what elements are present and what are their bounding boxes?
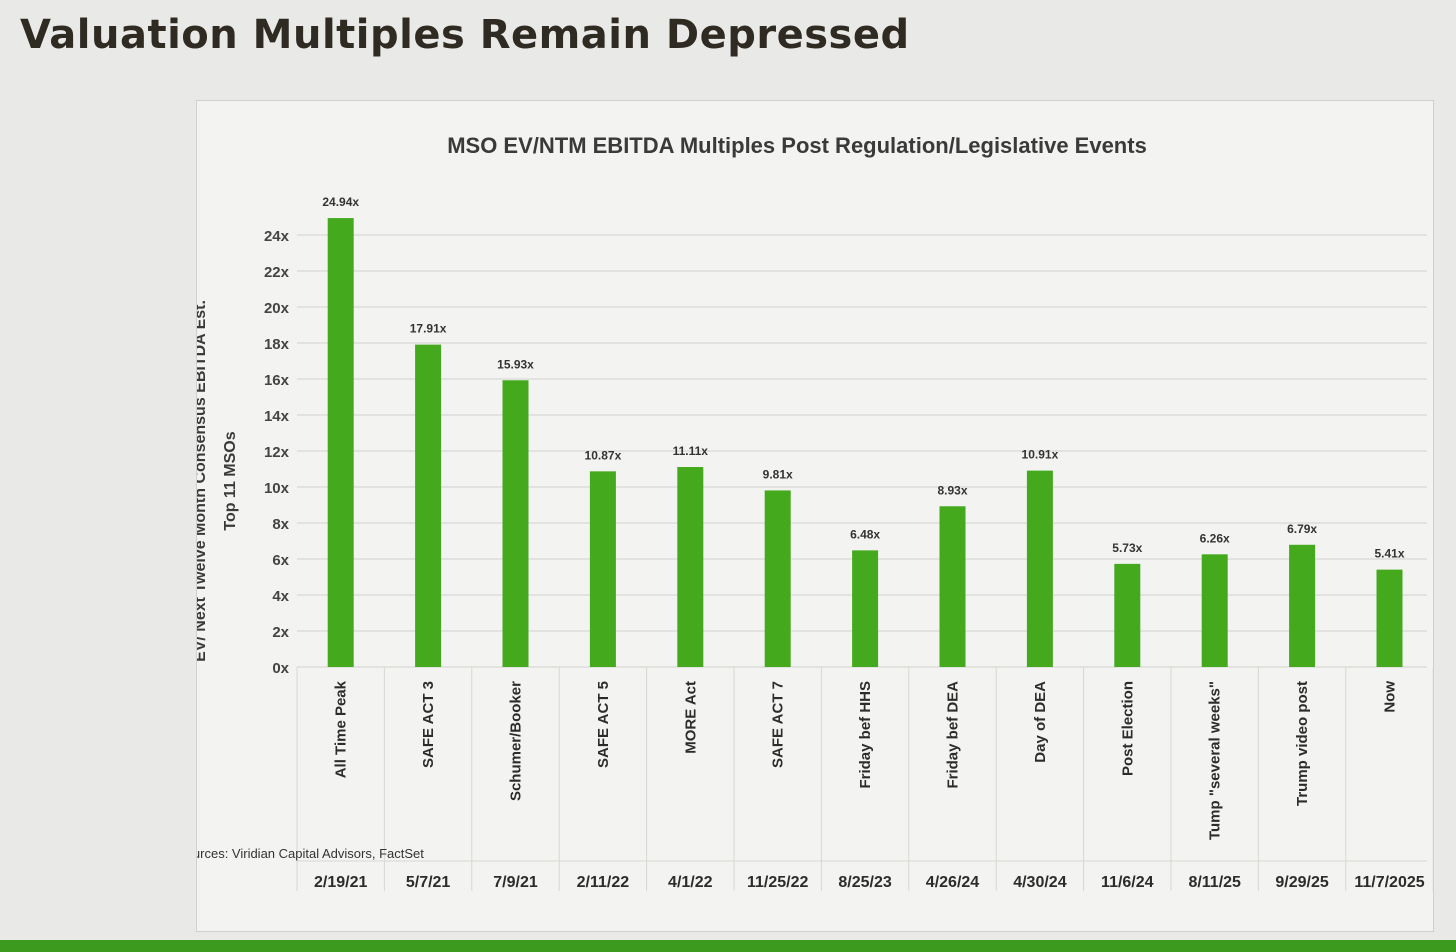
bar bbox=[415, 344, 442, 667]
date-label: 7/9/21 bbox=[493, 874, 538, 891]
data-label: 10.87x bbox=[585, 448, 622, 462]
category-table bbox=[296, 667, 1433, 891]
date-label: 4/26/24 bbox=[926, 874, 979, 891]
date-label: 9/29/25 bbox=[1275, 874, 1328, 891]
bar bbox=[939, 506, 966, 667]
category-label: Post Election bbox=[1119, 681, 1136, 776]
y-axis-label: EV/ Next Twelve Month Consensus EBITDA E… bbox=[197, 300, 239, 662]
y-tick-label: 2x bbox=[272, 624, 289, 641]
date-label: 4/1/22 bbox=[668, 874, 713, 891]
category-label: SAFE ACT 5 bbox=[595, 681, 612, 768]
category-label: Friday bef HHS bbox=[857, 681, 874, 789]
y-tick-label: 12x bbox=[264, 444, 290, 461]
bars bbox=[327, 218, 1403, 667]
y-tick-label: 20x bbox=[264, 300, 290, 317]
category-label: Schumer/Booker bbox=[508, 681, 525, 801]
slide-title: Valuation Multiples Remain Depressed bbox=[20, 12, 910, 58]
category-label: Friday bef DEA bbox=[945, 681, 962, 789]
bar bbox=[589, 471, 616, 667]
date-label: 11/7/2025 bbox=[1354, 874, 1424, 891]
bar bbox=[327, 218, 354, 667]
y-tick-label: 6x bbox=[272, 552, 289, 569]
y-axis-title: EV/ Next Twelve Month Consensus EBITDA E… bbox=[197, 300, 209, 662]
data-label: 9.81x bbox=[763, 467, 793, 481]
date-label: 8/11/25 bbox=[1188, 874, 1241, 891]
date-label: 2/19/21 bbox=[314, 874, 367, 891]
y-tick-label: 22x bbox=[264, 264, 290, 281]
data-label: 24.94x bbox=[322, 195, 359, 209]
bar bbox=[1114, 563, 1141, 667]
data-label: 5.41x bbox=[1374, 547, 1404, 561]
y-tick-label: 10x bbox=[264, 480, 290, 497]
bottom-accent-band bbox=[0, 940, 1456, 952]
data-label: 6.48x bbox=[850, 527, 880, 541]
bar bbox=[1201, 554, 1228, 667]
date-label: 2/11/22 bbox=[577, 874, 630, 891]
bar bbox=[1026, 470, 1053, 667]
date-labels: 2/19/21 5/7/21 7/9/21 2/11/22 4/1/22 11/25/22… bbox=[314, 874, 1425, 891]
data-label: 15.93x bbox=[497, 357, 534, 371]
chart-panel: MSO EV/NTM EBITDA Multiples Post Regulat… bbox=[196, 100, 1434, 932]
date-label: 5/7/21 bbox=[406, 874, 451, 891]
data-label: 5.73x bbox=[1112, 541, 1142, 555]
date-label: 11/6/24 bbox=[1101, 874, 1154, 891]
chart-title: MSO EV/NTM EBITDA Multiples Post Regulat… bbox=[447, 133, 1147, 158]
y-tick-label: 8x bbox=[272, 516, 289, 533]
category-label: SAFE ACT 3 bbox=[420, 681, 437, 768]
category-label: Now bbox=[1382, 681, 1399, 713]
category-label: Trump video post bbox=[1294, 681, 1311, 806]
bar bbox=[852, 550, 879, 667]
bar bbox=[677, 467, 704, 667]
y-tick-label: 16x bbox=[264, 372, 290, 389]
category-label: MORE Act bbox=[682, 681, 699, 754]
category-label: Tump "several weeks" bbox=[1207, 681, 1224, 840]
category-label: Day of DEA bbox=[1032, 681, 1049, 763]
data-label: 17.91x bbox=[410, 322, 447, 336]
bar-chart: MSO EV/NTM EBITDA Multiples Post Regulat… bbox=[197, 133, 1433, 891]
y-tick-label: 18x bbox=[264, 336, 290, 353]
date-label: 4/30/24 bbox=[1013, 874, 1066, 891]
y-tick-label: 24x bbox=[264, 228, 290, 245]
category-labels: All Time Peak SAFE ACT 3 Schumer/Booker SAF… bbox=[333, 680, 1399, 840]
data-label: 6.26x bbox=[1200, 531, 1230, 545]
data-label: 6.79x bbox=[1287, 522, 1317, 536]
data-label: 10.91x bbox=[1022, 448, 1059, 462]
y-tick-label: 4x bbox=[272, 588, 289, 605]
bar bbox=[1289, 544, 1316, 667]
bar bbox=[502, 380, 529, 667]
y-tick-label: 14x bbox=[264, 408, 290, 425]
gridlines bbox=[297, 234, 1427, 668]
source-note: Sources: Viridian Capital Advisors, Fact… bbox=[197, 846, 424, 861]
category-label: All Time Peak bbox=[333, 680, 350, 778]
y-axis-ticks: 0x 2x 4x 6x 8x 10x 12x 14x 16x 18x 20x 22x 24x bbox=[264, 228, 290, 677]
y-tick-label: 0x bbox=[272, 660, 289, 677]
data-label: 11.11x bbox=[673, 444, 709, 458]
y-axis-subtitle: Top 11 MSOs bbox=[222, 431, 239, 530]
bar bbox=[764, 490, 791, 667]
bar bbox=[1376, 569, 1403, 667]
date-label: 8/25/23 bbox=[838, 874, 891, 891]
data-labels: 24.94x 17.91x 15.93x 10.87x 11.11x 9.81x 6.48x… bbox=[322, 195, 1404, 561]
date-label: 11/25/22 bbox=[747, 874, 809, 891]
category-label: SAFE ACT 7 bbox=[770, 681, 787, 768]
data-label: 8.93x bbox=[937, 483, 967, 497]
